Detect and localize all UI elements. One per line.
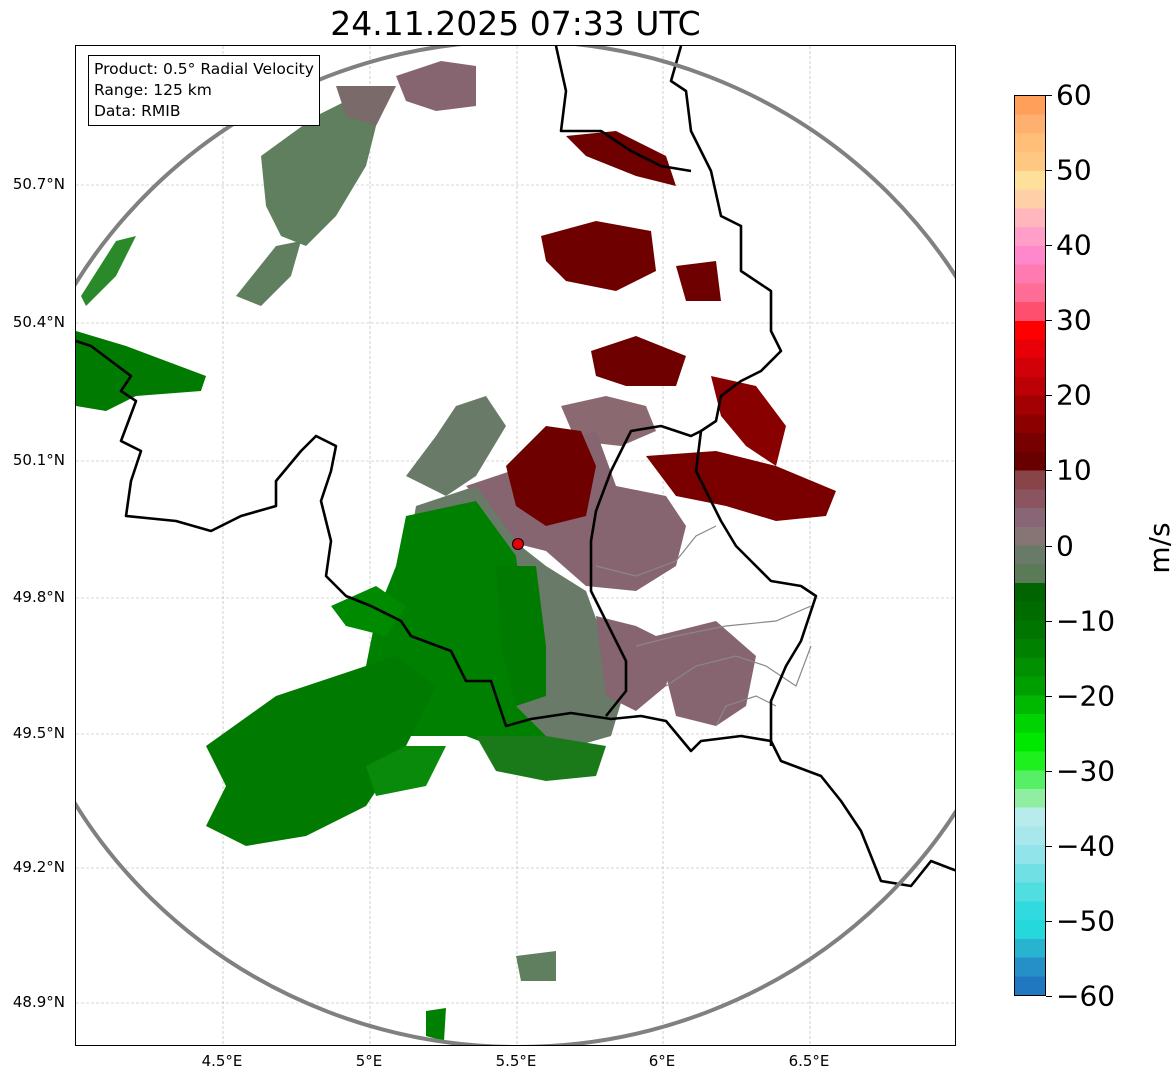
colorbar-tick <box>1046 920 1052 922</box>
radar-map[interactable] <box>75 45 956 1046</box>
colorbar-tick <box>1046 620 1052 622</box>
map-title: 24.11.2025 07:33 UTC <box>330 4 701 43</box>
radar-echoes <box>76 61 836 1041</box>
radar-site-marker[interactable] <box>512 538 524 550</box>
lat-tick: 49.5°N <box>12 724 65 742</box>
lat-tick: 50.1°N <box>12 451 65 469</box>
product-info-box: Product: 0.5° Radial Velocity Range: 125… <box>88 55 320 126</box>
lat-tick: 49.8°N <box>12 588 65 606</box>
country-borders <box>76 46 955 888</box>
colorbar-tick-label: −50 <box>1056 904 1116 938</box>
lat-tick: 50.4°N <box>12 313 65 331</box>
colorbar-tick-label: 40 <box>1056 228 1092 262</box>
colorbar-tick-label: −60 <box>1056 979 1116 1013</box>
colorbar-tick <box>1046 170 1052 172</box>
colorbar-tick-label: −20 <box>1056 679 1116 713</box>
colorbar-unit-label: m/s <box>1143 522 1171 574</box>
lat-tick: 50.7°N <box>12 175 65 193</box>
velocity-colorbar <box>1014 95 1046 996</box>
lon-tick: 6.5°E <box>788 1052 830 1070</box>
colorbar-tick <box>1046 470 1052 472</box>
lon-tick: 6°E <box>648 1052 676 1070</box>
lat-tick: 49.2°N <box>12 858 65 876</box>
data-source-label: Data: RMIB <box>94 102 181 120</box>
radar-map-canvas <box>76 46 955 1045</box>
lon-tick: 5°E <box>355 1052 383 1070</box>
colorbar-tick <box>1046 770 1052 772</box>
colorbar-tick-label: 60 <box>1056 78 1092 112</box>
product-label: Product: 0.5° Radial Velocity <box>94 60 314 78</box>
colorbar-tick-label: 10 <box>1056 453 1092 487</box>
colorbar-tick-label: 20 <box>1056 378 1092 412</box>
colorbar-tick-label: −30 <box>1056 754 1116 788</box>
colorbar-tick-label: 30 <box>1056 303 1092 337</box>
colorbar-tick-label: −10 <box>1056 604 1116 638</box>
colorbar-tick <box>1046 545 1052 547</box>
colorbar-tick-label: 0 <box>1056 529 1074 562</box>
range-label: Range: 125 km <box>94 81 212 99</box>
lat-tick: 48.9°N <box>12 993 65 1011</box>
colorbar-tick <box>1046 996 1052 997</box>
colorbar-tick <box>1046 395 1052 397</box>
colorbar-tick-label: −40 <box>1056 829 1116 863</box>
colorbar-tick <box>1046 245 1052 247</box>
colorbar-tick <box>1046 95 1052 96</box>
lon-tick: 4.5°E <box>201 1052 243 1070</box>
admin-borders <box>595 525 812 727</box>
colorbar-tick <box>1046 695 1052 697</box>
colorbar-tick <box>1046 845 1052 847</box>
colorbar-tick <box>1046 320 1052 322</box>
lon-tick: 5.5°E <box>495 1052 537 1070</box>
colorbar-tick-label: 50 <box>1056 153 1092 187</box>
